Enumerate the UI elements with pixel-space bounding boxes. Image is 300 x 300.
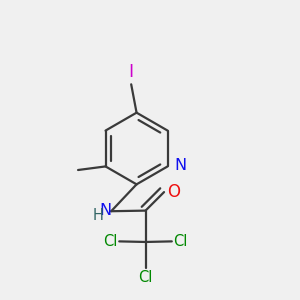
Text: Cl: Cl (138, 270, 153, 285)
Text: Cl: Cl (173, 234, 188, 249)
Text: H: H (93, 208, 104, 223)
Text: N: N (174, 158, 186, 173)
Text: O: O (167, 182, 180, 200)
Text: N: N (100, 203, 112, 218)
Text: Cl: Cl (103, 234, 118, 249)
Text: I: I (129, 63, 134, 81)
